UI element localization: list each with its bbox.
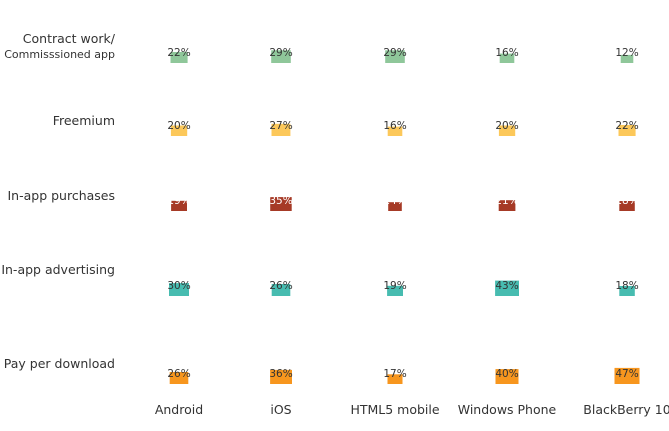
data-cell bbox=[620, 54, 634, 63]
data-label: 14% bbox=[383, 195, 406, 207]
data-label: 47% bbox=[615, 368, 638, 380]
data-label: 22% bbox=[615, 120, 638, 132]
data-label: 29% bbox=[383, 47, 406, 59]
data-cell bbox=[388, 202, 402, 211]
data-label: 20% bbox=[495, 120, 518, 132]
data-cell bbox=[270, 197, 292, 211]
data-cell bbox=[498, 125, 516, 136]
data-cell bbox=[495, 280, 519, 296]
data-label: 36% bbox=[269, 368, 292, 380]
data-label: 30% bbox=[167, 280, 190, 292]
data-cell bbox=[387, 285, 403, 296]
data-label: 16% bbox=[495, 47, 518, 59]
category-label: Windows Phone bbox=[458, 402, 557, 417]
row-label: In-app advertising bbox=[1, 262, 115, 277]
data-label: 43% bbox=[495, 280, 518, 292]
data-label: 12% bbox=[615, 47, 638, 59]
data-cell bbox=[271, 284, 291, 296]
data-label: 18% bbox=[615, 280, 638, 292]
data-label: 26% bbox=[269, 280, 292, 292]
data-cell bbox=[495, 369, 519, 384]
data-cell bbox=[619, 201, 635, 211]
data-label: 27% bbox=[269, 120, 292, 132]
data-cell bbox=[619, 286, 635, 296]
data-label: 29% bbox=[269, 47, 292, 59]
row-label: Commisssioned app bbox=[4, 48, 115, 61]
data-label: 26% bbox=[167, 368, 190, 380]
data-label: 35% bbox=[269, 195, 292, 207]
data-label: 21% bbox=[495, 195, 518, 207]
data-cell bbox=[169, 372, 189, 384]
data-label: 20% bbox=[167, 120, 190, 132]
category-label: iOS bbox=[270, 402, 291, 417]
data-cell bbox=[385, 50, 405, 63]
category-label: HTML5 mobile bbox=[350, 402, 439, 417]
data-cell bbox=[499, 53, 515, 63]
data-label: 19% bbox=[167, 195, 190, 207]
data-label: 40% bbox=[495, 368, 518, 380]
row-label: Contract work/ bbox=[23, 31, 116, 46]
data-cell bbox=[387, 126, 403, 136]
row-label: Pay per download bbox=[4, 356, 115, 371]
data-label: 17% bbox=[383, 368, 406, 380]
data-cell bbox=[270, 369, 292, 384]
row-label: In-app purchases bbox=[7, 188, 115, 203]
data-cell bbox=[170, 125, 188, 136]
data-label: 22% bbox=[167, 47, 190, 59]
data-cell bbox=[618, 125, 636, 136]
data-cell bbox=[387, 374, 403, 384]
category-label: Android bbox=[155, 402, 203, 417]
data-cell bbox=[171, 200, 187, 211]
data-label: 16% bbox=[383, 120, 406, 132]
data-label: 18% bbox=[615, 195, 638, 207]
data-label: 19% bbox=[383, 280, 406, 292]
row-label: Freemium bbox=[53, 113, 115, 128]
data-cell bbox=[271, 50, 291, 63]
data-cell bbox=[271, 123, 291, 136]
data-cell bbox=[169, 283, 189, 296]
data-cell bbox=[498, 200, 516, 211]
data-cell bbox=[614, 367, 640, 384]
category-label: BlackBerry 10 bbox=[583, 402, 669, 417]
data-cell bbox=[170, 52, 188, 63]
